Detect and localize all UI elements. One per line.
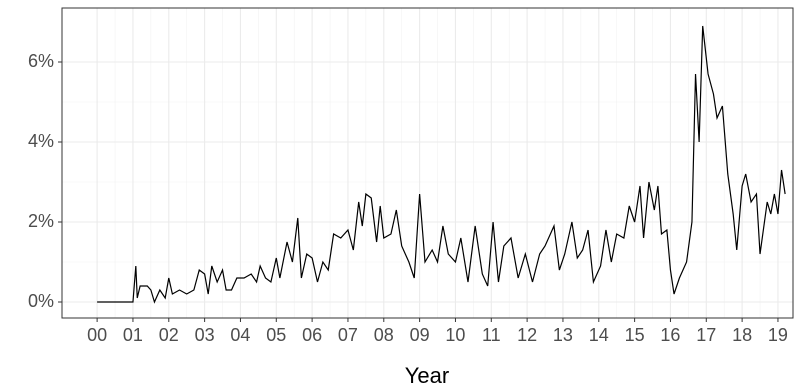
y-tick-label: 4% (28, 131, 54, 151)
x-tick-label: 15 (625, 325, 645, 345)
x-axis-title: Year (405, 363, 449, 388)
x-tick-label: 08 (374, 325, 394, 345)
x-tick-label: 01 (123, 325, 143, 345)
x-tick-label: 14 (589, 325, 609, 345)
x-tick-label: 06 (302, 325, 322, 345)
y-tick-label: 6% (28, 51, 54, 71)
x-tick-label: 16 (660, 325, 680, 345)
x-tick-label: 10 (445, 325, 465, 345)
x-tick-label: 18 (732, 325, 752, 345)
x-tick-label: 05 (266, 325, 286, 345)
panel-border (61, 7, 794, 319)
x-tick-label: 03 (195, 325, 215, 345)
x-tick-label: 13 (553, 325, 573, 345)
x-tick-label: 17 (696, 325, 716, 345)
panel (62, 8, 793, 318)
x-tick-label: 02 (159, 325, 179, 345)
y-tick-label: 2% (28, 211, 54, 231)
x-tick-label: 09 (410, 325, 430, 345)
x-tick-label: 11 (482, 325, 501, 345)
y-tick-label: 0% (28, 291, 54, 311)
data-line (97, 25, 786, 304)
x-tick-label: 19 (768, 325, 788, 345)
x-tick-label: 04 (230, 325, 250, 345)
x-tick-label: 12 (517, 325, 537, 345)
x-tick-label: 00 (87, 325, 107, 345)
x-tick-label: 07 (338, 325, 358, 345)
